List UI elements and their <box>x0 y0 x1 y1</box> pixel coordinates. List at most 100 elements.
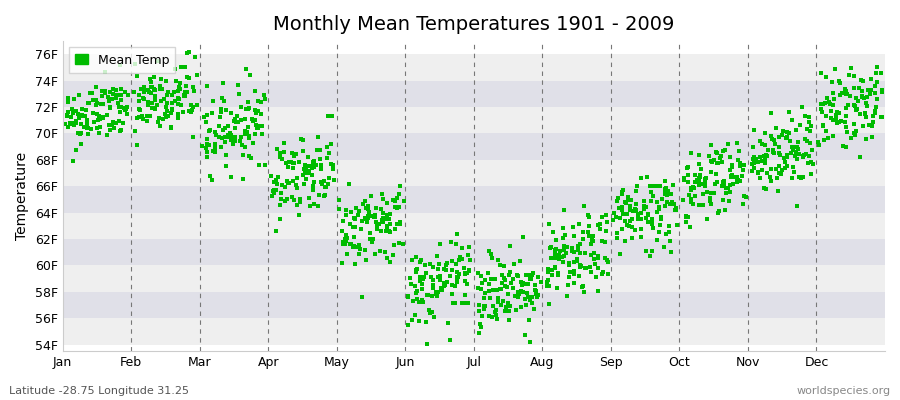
Point <box>634 226 648 232</box>
Point <box>451 274 465 280</box>
Point <box>556 258 571 265</box>
Point <box>625 224 639 230</box>
Point <box>802 113 816 120</box>
Point <box>553 248 567 254</box>
Bar <box>62 318 885 344</box>
Point <box>628 206 643 212</box>
Point <box>696 191 710 198</box>
Point <box>273 202 287 209</box>
Point <box>643 183 657 189</box>
Point <box>772 134 787 140</box>
Point <box>476 303 491 309</box>
Point <box>447 300 462 306</box>
Point <box>692 179 706 186</box>
Point <box>595 214 609 220</box>
Point <box>843 135 858 141</box>
Point <box>216 98 230 104</box>
Point <box>864 86 878 93</box>
Point <box>320 144 334 150</box>
Point <box>754 140 769 147</box>
Legend: Mean Temp: Mean Temp <box>68 47 176 73</box>
Point <box>576 236 590 242</box>
Point <box>618 218 633 224</box>
Point <box>764 110 778 116</box>
Point <box>418 270 433 276</box>
Point <box>725 161 740 168</box>
Point <box>202 172 217 179</box>
Point <box>682 224 697 230</box>
Point <box>171 95 185 102</box>
Point <box>269 176 284 183</box>
Point <box>135 112 149 119</box>
Point <box>554 254 569 260</box>
Point <box>571 243 585 249</box>
Bar <box>62 213 885 239</box>
Point <box>707 181 722 188</box>
Point <box>290 202 304 208</box>
Point <box>526 306 541 312</box>
Point <box>289 182 303 188</box>
Point <box>574 262 589 269</box>
Point <box>140 118 154 124</box>
Point <box>847 85 861 91</box>
Point <box>477 305 491 312</box>
Point <box>208 143 222 149</box>
Point <box>226 140 240 147</box>
Point <box>523 275 537 282</box>
Point <box>307 158 321 164</box>
Point <box>208 129 222 135</box>
Point <box>446 282 460 289</box>
Point <box>624 197 638 204</box>
Point <box>388 204 402 210</box>
Point <box>426 277 440 283</box>
Point <box>366 236 381 242</box>
Point <box>824 114 839 121</box>
Point <box>770 174 785 181</box>
Point <box>364 192 378 199</box>
Point <box>79 117 94 124</box>
Point <box>806 161 820 167</box>
Point <box>219 107 233 113</box>
Point <box>171 100 185 107</box>
Point <box>509 307 524 314</box>
Point <box>278 197 293 204</box>
Point <box>386 196 400 203</box>
Point <box>800 138 814 144</box>
Point <box>360 218 374 224</box>
Point <box>212 123 227 129</box>
Point <box>549 236 563 243</box>
Point <box>60 112 75 118</box>
Point <box>582 223 597 229</box>
Point <box>598 254 612 261</box>
Point <box>590 253 605 260</box>
Point <box>71 111 86 118</box>
Point <box>598 238 612 245</box>
Point <box>356 201 370 207</box>
Point <box>111 100 125 106</box>
Point <box>577 289 591 295</box>
Point <box>109 94 123 101</box>
Point <box>775 167 789 174</box>
Point <box>105 86 120 92</box>
Point <box>374 216 389 223</box>
Point <box>522 272 536 278</box>
Point <box>298 170 312 177</box>
Point <box>184 102 199 108</box>
Point <box>106 124 121 131</box>
Point <box>270 180 284 187</box>
Point <box>202 128 217 135</box>
Point <box>825 117 840 123</box>
Point <box>180 50 194 56</box>
Point <box>849 107 863 114</box>
Point <box>866 118 880 125</box>
Point <box>510 273 525 279</box>
Point <box>652 206 666 212</box>
Point <box>104 122 119 128</box>
Point <box>336 239 350 245</box>
Point <box>868 104 883 110</box>
Point <box>299 176 313 182</box>
Point <box>865 122 879 129</box>
Point <box>631 216 645 222</box>
Point <box>392 219 407 225</box>
Point <box>626 208 641 214</box>
